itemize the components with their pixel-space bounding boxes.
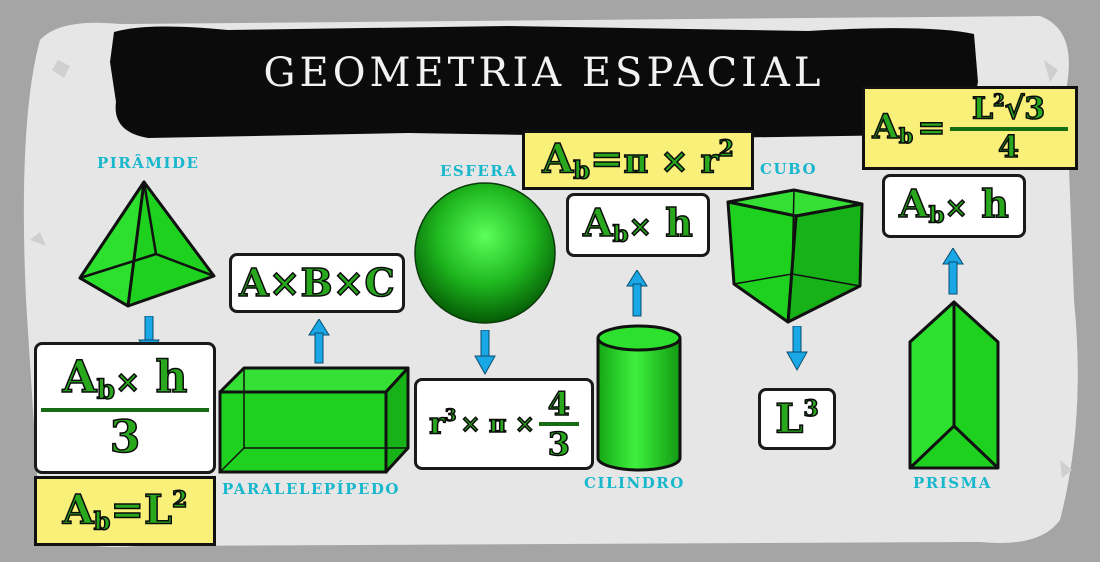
label-prisma: PRISMA xyxy=(913,474,992,492)
formula-esfera-volume: r3 × π × 4 3 xyxy=(414,378,594,470)
label-paralelepipedo: PARALELEPÍPEDO xyxy=(222,480,400,498)
label-piramide: PIRÂMIDE xyxy=(97,154,200,172)
prism-shape xyxy=(908,300,1000,470)
cube-shape xyxy=(726,188,864,324)
arrow-up-icon xyxy=(942,248,964,295)
pyramid-shape xyxy=(78,180,216,308)
arrow-up-icon xyxy=(308,319,330,364)
formula-piramide-volume: Ab× h 3 xyxy=(34,342,216,474)
label-esfera: ESFERA xyxy=(440,162,518,180)
formula-cubo-volume: L3 xyxy=(758,388,836,450)
title-band xyxy=(110,26,978,138)
arrow-down-icon xyxy=(474,330,496,376)
page-title: GEOMETRIA ESPACIAL xyxy=(263,50,825,96)
formula-prisma-volume: Ab× h xyxy=(882,174,1026,238)
sphere-shape xyxy=(414,182,556,324)
parallelepiped-shape xyxy=(218,366,410,474)
arrow-up-icon xyxy=(626,270,648,317)
label-cubo: CUBO xyxy=(760,160,818,178)
arrow-down-icon xyxy=(786,326,808,372)
formula-piramide-base: Ab=L2 xyxy=(34,476,216,546)
formula-prisma-base: Ab = L2√3 4 xyxy=(862,86,1078,170)
formula-paralelepipedo-volume: A×B×C xyxy=(229,253,405,313)
formula-cilindro-volume: Ab× h xyxy=(566,193,710,257)
label-cilindro: CILINDRO xyxy=(584,474,685,492)
cylinder-shape xyxy=(596,324,682,472)
formula-cilindro-base: Ab=π × r2 xyxy=(522,130,754,190)
